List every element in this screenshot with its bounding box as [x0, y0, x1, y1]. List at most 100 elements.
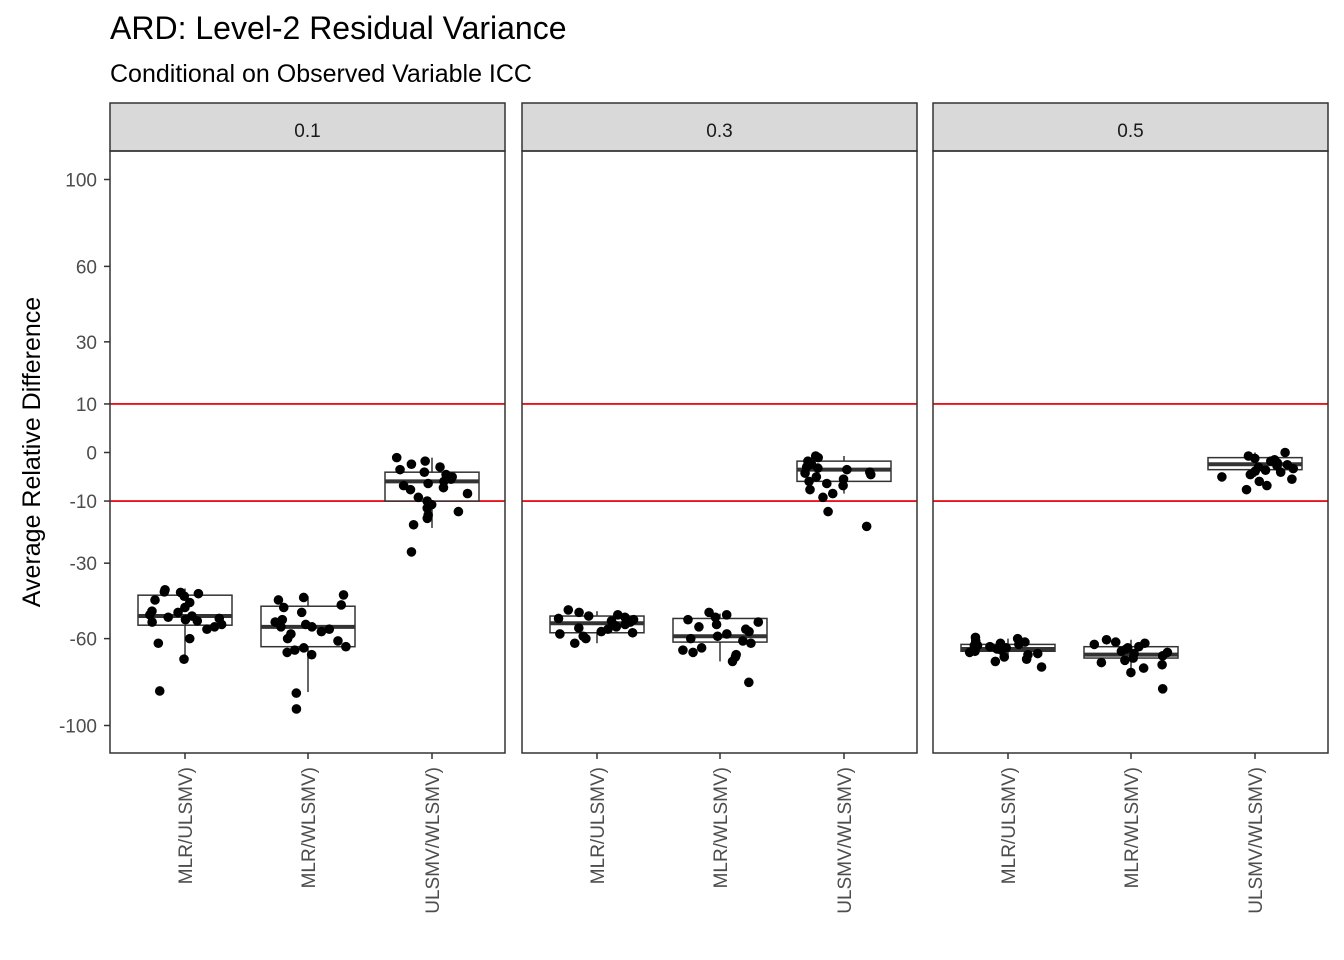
data-point: [153, 638, 164, 649]
data-point: [1288, 463, 1299, 474]
data-point: [744, 677, 754, 688]
y-tick-label: -10: [70, 492, 97, 513]
x-tick-label: MLR/ULSMV): [176, 767, 197, 884]
data-point: [324, 624, 335, 635]
data-point: [722, 629, 732, 639]
data-point: [804, 476, 814, 487]
data-point: [306, 649, 317, 660]
facet-label: 0.3: [706, 121, 732, 142]
data-point: [1260, 465, 1271, 475]
panel-border: [521, 150, 918, 754]
data-point: [678, 645, 688, 655]
data-point: [696, 643, 707, 653]
x-tick-label: ULSMV/WLSMV): [1246, 767, 1267, 914]
data-point: [338, 590, 349, 600]
data-point: [435, 462, 445, 472]
x-tick-label: MLR/WLSMV): [1122, 767, 1143, 888]
data-point: [391, 452, 402, 463]
data-point: [865, 469, 876, 480]
data-point: [1217, 472, 1227, 482]
data-point: [406, 459, 417, 470]
panel-border: [932, 150, 1329, 754]
data-point: [1140, 638, 1150, 649]
facet-strip: [932, 102, 1329, 152]
data-point: [1101, 634, 1112, 645]
data-point: [738, 636, 748, 646]
data-point: [827, 488, 838, 499]
data-point: [581, 633, 591, 644]
data-point: [192, 616, 203, 626]
data-point: [727, 656, 738, 667]
data-point: [446, 474, 456, 484]
data-point: [184, 633, 195, 644]
data-point: [154, 686, 165, 696]
x-tick-label: MLR/ULSMV): [999, 767, 1020, 884]
data-point: [711, 619, 722, 630]
data-point: [278, 602, 289, 613]
data-point: [395, 464, 405, 475]
panel-border: [109, 150, 506, 754]
x-tick-label: ULSMV/WLSMV): [835, 767, 856, 914]
data-point: [1280, 447, 1290, 458]
data-point: [422, 513, 433, 524]
facet-label: 0.1: [294, 121, 320, 142]
data-point: [438, 482, 449, 493]
data-point: [810, 451, 821, 461]
data-point: [180, 602, 190, 613]
data-point: [1120, 655, 1130, 666]
data-point: [1138, 663, 1149, 673]
data-point: [596, 626, 607, 637]
chart-title: ARD: Level-2 Residual Variance: [110, 10, 567, 46]
data-point: [282, 633, 293, 644]
data-point: [1250, 453, 1260, 464]
data-point: [688, 647, 698, 658]
data-point: [694, 622, 704, 632]
data-point: [341, 641, 351, 652]
data-point: [999, 652, 1010, 662]
data-point: [1262, 480, 1272, 491]
data-point: [583, 611, 594, 621]
data-point: [159, 587, 170, 597]
x-tick-label: MLR/WLSMV): [711, 767, 732, 888]
data-point: [423, 478, 433, 489]
data-point: [823, 506, 833, 517]
data-point: [1014, 639, 1024, 650]
data-point: [1032, 648, 1043, 659]
data-point: [150, 595, 160, 605]
data-point: [555, 629, 565, 639]
data-point: [1128, 653, 1138, 663]
data-point: [419, 467, 430, 477]
data-point: [1250, 466, 1260, 476]
y-tick-label: 10: [76, 395, 97, 416]
data-point: [147, 617, 157, 627]
data-point: [179, 654, 189, 664]
data-point: [173, 607, 183, 618]
data-point: [300, 619, 311, 630]
data-point: [193, 588, 204, 599]
data-point: [842, 464, 852, 475]
data-point: [1157, 684, 1168, 694]
data-point: [620, 619, 630, 630]
data-point: [333, 636, 343, 646]
data-point: [289, 645, 300, 655]
data-point: [1021, 654, 1032, 664]
y-axis-label: Average Relative Difference: [18, 297, 46, 607]
data-point: [553, 613, 564, 624]
data-point: [202, 624, 212, 635]
y-tick-label: 30: [76, 333, 97, 354]
data-point: [746, 638, 756, 649]
data-point: [1096, 657, 1107, 668]
data-point: [1036, 662, 1047, 672]
data-point: [683, 614, 693, 625]
data-point: [685, 633, 696, 644]
data-point: [563, 605, 574, 615]
x-tick-label: MLR/WLSMV): [299, 767, 320, 888]
data-point: [740, 624, 751, 635]
data-point: [291, 704, 302, 714]
data-point: [569, 638, 580, 649]
y-tick-label: 60: [76, 257, 97, 278]
data-point: [813, 463, 823, 473]
data-point: [145, 610, 155, 620]
data-point: [405, 484, 416, 495]
data-point: [970, 632, 981, 643]
